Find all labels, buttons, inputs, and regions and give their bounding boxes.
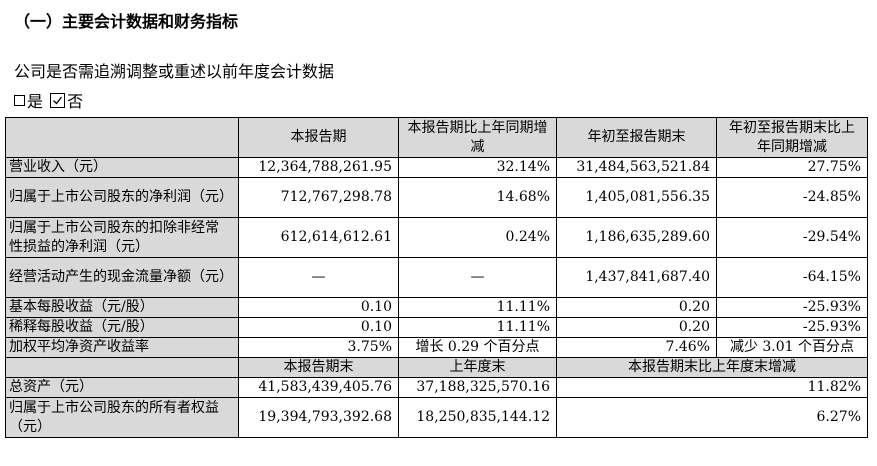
cell: -64.15% bbox=[716, 257, 868, 298]
cell: 0.24% bbox=[398, 217, 557, 258]
cell: 11.11% bbox=[398, 297, 557, 318]
cell: 12,364,788,261.95 bbox=[238, 157, 399, 178]
cell: 19,394,793,392.68 bbox=[238, 397, 399, 438]
header-cell: 年初至报告期末 bbox=[556, 117, 717, 158]
table-row: 营业收入（元） 12,364,788,261.95 32.14% 31,484,… bbox=[5, 157, 868, 178]
cell: 0.20 bbox=[556, 317, 717, 338]
cell: 18,250,835,144.12 bbox=[398, 397, 557, 438]
row-label: 营业收入（元） bbox=[5, 157, 239, 178]
no-checkbox-checked-icon[interactable] bbox=[50, 93, 66, 108]
cell: 0.10 bbox=[238, 297, 399, 318]
table-row: 基本每股收益（元/股） 0.10 11.11% 0.20 -25.93% bbox=[5, 297, 868, 318]
header-cell: 年初至报告期末比上年同期增减 bbox=[716, 117, 868, 158]
row-label: 经营活动产生的现金流量净额（元） bbox=[5, 257, 239, 298]
financial-indicators-table: 本报告期 本报告期比上年同期增减 年初至报告期末 年初至报告期末比上年同期增减 … bbox=[5, 117, 868, 438]
cell: 0.20 bbox=[556, 297, 717, 318]
table-row: 归属于上市公司股东的所有者权益（元） 19,394,793,392.68 18,… bbox=[5, 397, 868, 438]
row-label: 基本每股收益（元/股） bbox=[5, 297, 239, 318]
cell: 27.75% bbox=[716, 157, 868, 178]
cell: 31,484,563,521.84 bbox=[556, 157, 717, 178]
cell: 37,188,325,570.16 bbox=[398, 377, 557, 398]
cell: 712,767,298.78 bbox=[238, 177, 399, 218]
row-label: 归属于上市公司股东的净利润（元） bbox=[5, 177, 239, 218]
row-label: 稀释每股收益（元/股） bbox=[5, 317, 239, 338]
no-label: 否 bbox=[67, 92, 84, 111]
header-cell: 本报告期比上年同期增减 bbox=[398, 117, 557, 158]
cell: -25.93% bbox=[716, 317, 868, 338]
yes-checkbox[interactable] bbox=[14, 95, 25, 106]
cell: -24.85% bbox=[716, 177, 868, 218]
cell: 41,583,439,405.76 bbox=[238, 377, 399, 398]
row-label: 总资产（元） bbox=[5, 377, 239, 398]
cell: 1,186,635,289.60 bbox=[556, 217, 717, 258]
header-cell: 本报告期 bbox=[238, 117, 399, 158]
cell: 14.68% bbox=[398, 177, 557, 218]
cell: 减少 3.01 个百分点 bbox=[716, 337, 868, 358]
section-heading: （一）主要会计数据和财务指标 bbox=[14, 12, 239, 31]
cell: 6.27% bbox=[556, 397, 868, 438]
table-row: 归属于上市公司股东的净利润（元） 712,767,298.78 14.68% 1… bbox=[5, 177, 868, 218]
table-row: 加权平均净资产收益率 3.75% 增长 0.29 个百分点 7.46% 减少 3… bbox=[5, 337, 868, 358]
table-row: 归属于上市公司股东的扣除非经常性损益的净利润（元） 612,614,612.61… bbox=[5, 217, 868, 258]
table-header-row: 本报告期 本报告期比上年同期增减 年初至报告期末 年初至报告期末比上年同期增减 bbox=[5, 117, 868, 158]
table-subheader-row: 本报告期末 上年度末 本报告期末比上年度末增减 bbox=[5, 357, 868, 378]
header-cell: 上年度末 bbox=[398, 357, 557, 378]
header-cell bbox=[5, 357, 239, 378]
restatement-options: 是 否 bbox=[14, 88, 85, 112]
cell: 7.46% bbox=[556, 337, 717, 358]
row-label: 归属于上市公司股东的扣除非经常性损益的净利润（元） bbox=[5, 217, 239, 258]
cell: -25.93% bbox=[716, 297, 868, 318]
cell: — bbox=[398, 257, 557, 298]
cell: 1,405,081,556.35 bbox=[556, 177, 717, 218]
row-label: 归属于上市公司股东的所有者权益（元） bbox=[5, 397, 239, 438]
cell: 612,614,612.61 bbox=[238, 217, 399, 258]
cell: 3.75% bbox=[238, 337, 399, 358]
header-cell: 本报告期末比上年度末增减 bbox=[556, 357, 868, 378]
cell: 1,437,841,687.40 bbox=[556, 257, 717, 298]
row-label: 加权平均净资产收益率 bbox=[5, 337, 239, 358]
header-cell bbox=[5, 117, 239, 158]
cell: 11.82% bbox=[556, 377, 868, 398]
cell: 11.11% bbox=[398, 317, 557, 338]
table-row: 稀释每股收益（元/股） 0.10 11.11% 0.20 -25.93% bbox=[5, 317, 868, 338]
yes-label: 是 bbox=[27, 92, 44, 111]
header-cell: 本报告期末 bbox=[238, 357, 399, 378]
restatement-question: 公司是否需追溯调整或重述以前年度会计数据 bbox=[14, 62, 335, 81]
table-row: 经营活动产生的现金流量净额（元） — — 1,437,841,687.40 -6… bbox=[5, 257, 868, 298]
cell: — bbox=[238, 257, 399, 298]
cell: 0.10 bbox=[238, 317, 399, 338]
cell: -29.54% bbox=[716, 217, 868, 258]
table-row: 总资产（元） 41,583,439,405.76 37,188,325,570.… bbox=[5, 377, 868, 398]
cell: 32.14% bbox=[398, 157, 557, 178]
cell: 增长 0.29 个百分点 bbox=[398, 337, 557, 358]
